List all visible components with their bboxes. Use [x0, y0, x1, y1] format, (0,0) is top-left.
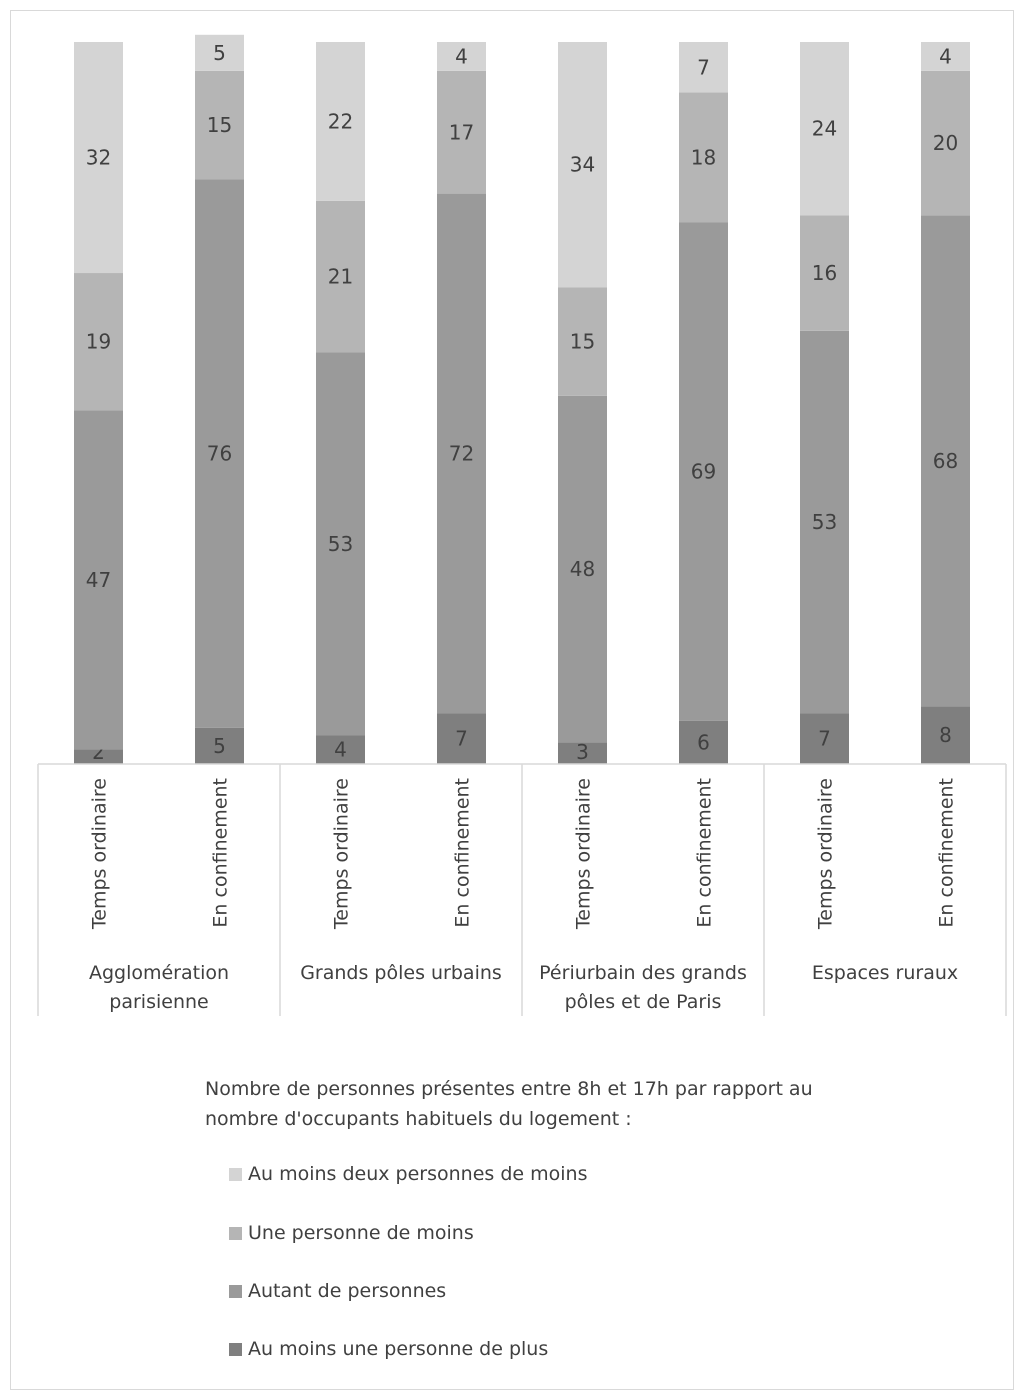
bar-segment [316, 735, 365, 764]
legend-label: Une personne de moins [248, 1222, 474, 1244]
bar-segment [800, 42, 849, 216]
data-label: 4 [939, 44, 952, 68]
data-label: 47 [86, 568, 111, 592]
legend-label: Autant de personnes [248, 1280, 447, 1302]
group-label-line: Espaces ruraux [812, 962, 958, 984]
bar-segment [558, 742, 607, 764]
bar-segment [679, 42, 728, 93]
category-tick-label: Temps ordinaire [815, 778, 837, 930]
legend-item: Au moins deux personnes de moins [229, 1160, 588, 1188]
bar-segment [679, 222, 728, 721]
bar-segment [316, 200, 365, 353]
legend-swatch [229, 1226, 242, 1240]
legend-item: Au moins une personne de plus [229, 1335, 548, 1363]
group-label: Agglomération parisienne [89, 962, 229, 1013]
bar-segment [74, 749, 123, 764]
bar-segment [921, 42, 970, 71]
data-label: 21 [328, 265, 353, 289]
bar-segment [558, 287, 607, 396]
bar-segment [437, 713, 486, 764]
group-label: Grands pôles urbains [300, 962, 502, 984]
bar-segment [679, 92, 728, 223]
stacked-bar-chart: 2471932576155453212277217434815346691877… [37, 34, 1007, 1016]
data-label: 3 [576, 740, 589, 764]
legend-swatch [229, 1342, 242, 1356]
category-tick-label: En confinement [694, 778, 716, 928]
bar-segment [74, 410, 123, 750]
legend-swatch [229, 1284, 242, 1298]
group-label-line: pôles et de Paris [565, 991, 722, 1013]
bar-segment [921, 706, 970, 764]
data-label: 15 [207, 113, 232, 137]
bar-segment [437, 70, 486, 194]
data-label: 48 [570, 557, 595, 581]
bar-segment [195, 70, 244, 180]
bar-segment [437, 193, 486, 714]
legend-item: Une personne de moins [229, 1219, 474, 1247]
data-label: 17 [449, 120, 474, 144]
data-label: 53 [328, 532, 353, 556]
category-tick-label: En confinement [936, 778, 958, 928]
bar-segment [558, 42, 607, 288]
data-label: 6 [697, 730, 710, 754]
group-label-line: parisienne [109, 991, 208, 1013]
data-label: 32 [86, 146, 111, 170]
data-label: 7 [818, 727, 831, 751]
bar-segment [679, 720, 728, 764]
data-label: 15 [570, 330, 595, 354]
bar-segment [316, 352, 365, 736]
bar-segment [921, 70, 970, 216]
data-label: 7 [455, 727, 468, 751]
legend-label: Au moins deux personnes de moins [248, 1163, 588, 1185]
bar-segment [437, 42, 486, 71]
bar-segment [74, 42, 123, 274]
bar-segment [316, 42, 365, 201]
data-label: 4 [334, 738, 347, 762]
data-label: 53 [812, 510, 837, 534]
group-label: Périurbain des grands pôles et de Paris [539, 962, 747, 1013]
data-label: 76 [207, 442, 232, 466]
bar-segment [921, 215, 970, 707]
data-label: 5 [213, 41, 226, 65]
category-tick-label: Temps ordinaire [573, 778, 595, 930]
data-label: 7 [697, 55, 710, 79]
bar-segment [800, 215, 849, 331]
group-label-line: Agglomération [89, 962, 229, 984]
data-label: 68 [933, 449, 958, 473]
bar-segment [195, 179, 244, 728]
data-label: 4 [455, 44, 468, 68]
category-tick-label: En confinement [452, 778, 474, 928]
category-tick-label: En confinement [210, 778, 232, 928]
data-label: 69 [691, 460, 716, 484]
group-label-line: Périurbain des grands [539, 962, 747, 984]
legend-swatch [229, 1167, 242, 1181]
data-label: 18 [691, 146, 716, 170]
data-label: 5 [213, 734, 226, 758]
category-tick-label: Temps ordinaire [89, 778, 111, 930]
data-label: 34 [570, 153, 595, 177]
bar-segment [195, 727, 244, 764]
data-label: 22 [328, 109, 353, 133]
bar-segment [74, 273, 123, 411]
bar-segment [800, 330, 849, 714]
legend-title: Nombre de personnes présentes entre 8h e… [205, 1078, 813, 1130]
group-label-line: Grands pôles urbains [300, 962, 502, 984]
bar-segment [195, 34, 244, 71]
data-label: 19 [86, 330, 111, 354]
data-label: 8 [939, 723, 952, 747]
legend-item: Autant de personnes [229, 1277, 446, 1305]
legend-label: Au moins une personne de plus [248, 1338, 549, 1360]
data-label: 24 [812, 117, 837, 141]
group-label: Espaces ruraux [812, 962, 958, 984]
category-tick-label: Temps ordinaire [331, 778, 353, 930]
bar-segment [558, 395, 607, 743]
bar-segment [800, 713, 849, 764]
data-label: 20 [933, 131, 958, 155]
data-label: 16 [812, 261, 837, 285]
data-label: 72 [449, 442, 474, 466]
